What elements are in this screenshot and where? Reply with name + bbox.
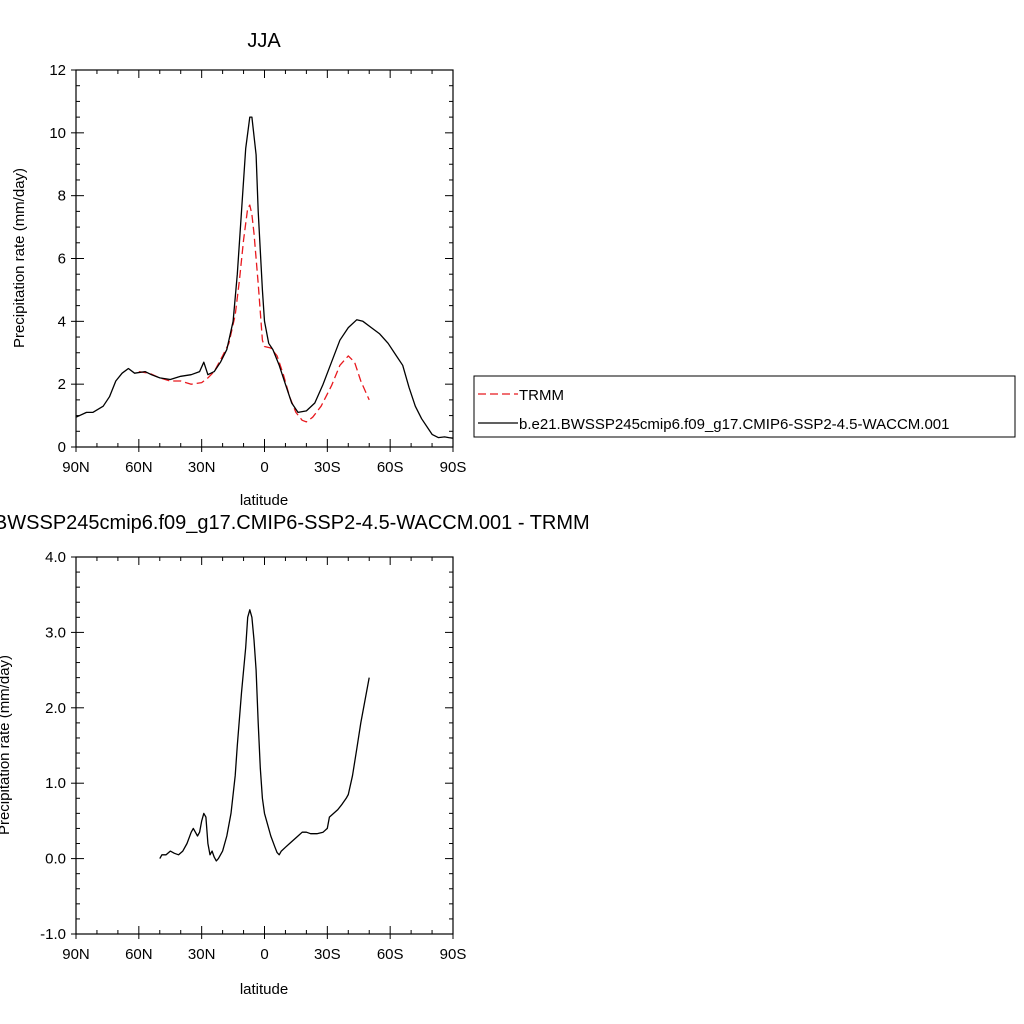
- series-line-bottom-0: [159, 609, 370, 862]
- chart-bottom-ylabel: Precipitation rate (mm/day): [0, 655, 13, 835]
- y-tick-label-top: 12: [49, 62, 66, 79]
- x-tick-label-top: 60S: [377, 459, 404, 476]
- chart-top-title: JJA: [247, 30, 281, 52]
- x-tick-label-bottom: 30S: [314, 946, 341, 963]
- x-tick-label-bottom: 60N: [125, 946, 153, 963]
- y-tick-label-top: 6: [58, 251, 66, 268]
- series-line-top-1: [75, 116, 454, 439]
- y-tick-label-bottom: -1.0: [40, 926, 66, 943]
- chart-top-xlabel: latitude: [240, 492, 288, 509]
- legend-label-trmm: TRMM: [519, 387, 564, 404]
- chart-bottom: b.e21.BWSSP245cmip6.f09_g17.CMIP6-SSP2-4…: [0, 512, 590, 998]
- y-tick-label-bottom: 2.0: [45, 700, 66, 717]
- legend: TRMM b.e21.BWSSP245cmip6.f09_g17.CMIP6-S…: [473, 375, 1016, 438]
- plot-frame-bottom: [75, 556, 454, 935]
- x-tick-label-top: 30S: [314, 459, 341, 476]
- x-tick-label-bottom: 90S: [440, 946, 467, 963]
- y-tick-label-bottom: 4.0: [45, 549, 66, 566]
- y-tick-label-top: 2: [58, 376, 66, 393]
- y-tick-label-bottom: 0.0: [45, 851, 66, 868]
- x-tick-label-bottom: 0: [260, 946, 268, 963]
- chart-bottom-xlabel: latitude: [240, 981, 288, 998]
- chart-top-ylabel: Precipitation rate (mm/day): [11, 168, 28, 348]
- y-tick-label-top: 8: [58, 188, 66, 205]
- x-tick-label-top: 90S: [440, 459, 467, 476]
- chart-bottom-title: b.e21.BWSSP245cmip6.f09_g17.CMIP6-SSP2-4…: [0, 512, 590, 534]
- x-tick-label-top: 60N: [125, 459, 153, 476]
- x-tick-label-bottom: 90N: [62, 946, 90, 963]
- chart-top: JJA Precipitation rate (mm/day) latitude…: [11, 30, 1016, 509]
- x-tick-label-top: 90N: [62, 459, 90, 476]
- legend-box: [473, 375, 1016, 438]
- x-tick-label-top: 0: [260, 459, 268, 476]
- legend-label-model: b.e21.BWSSP245cmip6.f09_g17.CMIP6-SSP2-4…: [519, 416, 949, 433]
- y-tick-label-bottom: 3.0: [45, 624, 66, 641]
- x-tick-label-top: 30N: [188, 459, 216, 476]
- series-line-top-0: [138, 204, 370, 423]
- x-tick-label-bottom: 30N: [188, 946, 216, 963]
- y-tick-label-top: 10: [49, 125, 66, 142]
- y-tick-label-bottom: 1.0: [45, 775, 66, 792]
- x-tick-label-bottom: 60S: [377, 946, 404, 963]
- plot-frame-top: [75, 69, 454, 448]
- y-tick-label-top: 4: [58, 313, 66, 330]
- y-tick-label-top: 0: [58, 439, 66, 456]
